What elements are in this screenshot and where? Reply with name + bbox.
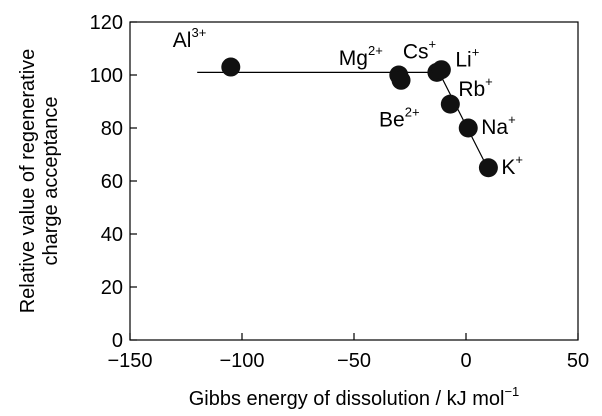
y-tick-label: 80 bbox=[101, 118, 123, 140]
ion-label-mg: Mg2+ bbox=[339, 43, 383, 70]
x-tick-label: −150 bbox=[107, 350, 152, 372]
ion-symbol: Na bbox=[481, 116, 508, 139]
ion-charge: + bbox=[472, 45, 480, 60]
ion-charge: + bbox=[485, 74, 493, 89]
y-axis-title-line-2: charge acceptance bbox=[40, 96, 62, 265]
ion-symbol: Li bbox=[455, 49, 471, 72]
ion-charge: 2+ bbox=[368, 43, 383, 58]
ion-symbol: Rb bbox=[458, 78, 485, 101]
data-point-rb bbox=[440, 94, 460, 114]
trend-line-group bbox=[197, 71, 487, 166]
ion-symbol: K bbox=[501, 156, 515, 179]
ion-label-k: K+ bbox=[501, 152, 523, 179]
ion-symbol: Mg bbox=[339, 47, 368, 70]
data-point-na bbox=[458, 118, 478, 138]
ion-label-be: Be2+ bbox=[379, 104, 420, 131]
ion-label-al: Al3+ bbox=[173, 25, 207, 52]
y-tick-label: 100 bbox=[90, 65, 123, 87]
ion-charge: 2+ bbox=[405, 104, 420, 119]
x-axis-title: Gibbs energy of dissolution / kJ mol−1 bbox=[189, 384, 520, 410]
y-axis-ticks: 0 20 40 60 80 100 120 bbox=[90, 12, 137, 352]
data-points bbox=[221, 57, 498, 178]
x-tick-label: 50 bbox=[567, 350, 589, 372]
ion-label-li: Li+ bbox=[455, 45, 479, 72]
trend-line bbox=[197, 71, 487, 166]
x-axis-ticks: −150 −100 −50 0 50 bbox=[107, 333, 589, 372]
point-labels: Al3+Mg2+Be2+Cs+Li+Rb+Na+K+ bbox=[173, 25, 523, 179]
x-tick-label: −100 bbox=[219, 350, 264, 372]
ion-symbol: Al bbox=[173, 29, 192, 52]
data-point-al bbox=[221, 57, 241, 77]
ion-symbol: Cs bbox=[403, 40, 429, 63]
y-tick-label: 20 bbox=[101, 277, 123, 299]
ion-charge: + bbox=[429, 36, 437, 51]
y-tick-label: 40 bbox=[101, 224, 123, 246]
ion-charge: + bbox=[515, 152, 523, 167]
y-tick-label: 60 bbox=[101, 171, 123, 193]
y-tick-label: 120 bbox=[90, 12, 123, 34]
data-point-li bbox=[431, 60, 451, 80]
y-tick-label: 0 bbox=[112, 330, 123, 352]
ion-charge: + bbox=[508, 112, 516, 127]
x-tick-label: 0 bbox=[460, 350, 471, 372]
data-point-k bbox=[478, 158, 498, 178]
ion-symbol: Be bbox=[379, 108, 405, 131]
ion-label-cs: Cs+ bbox=[403, 36, 436, 63]
x-axis-title-superscript: −1 bbox=[504, 384, 519, 399]
ion-label-na: Na+ bbox=[481, 112, 515, 139]
data-point-be bbox=[391, 70, 411, 90]
ion-label-rb: Rb+ bbox=[458, 74, 492, 101]
x-tick-label: −50 bbox=[337, 350, 371, 372]
x-axis-title-main: Gibbs energy of dissolution / kJ mol bbox=[189, 388, 505, 410]
ion-charge: 3+ bbox=[191, 25, 206, 40]
y-axis-title-line-1: Relative value of regenerative bbox=[17, 49, 39, 314]
